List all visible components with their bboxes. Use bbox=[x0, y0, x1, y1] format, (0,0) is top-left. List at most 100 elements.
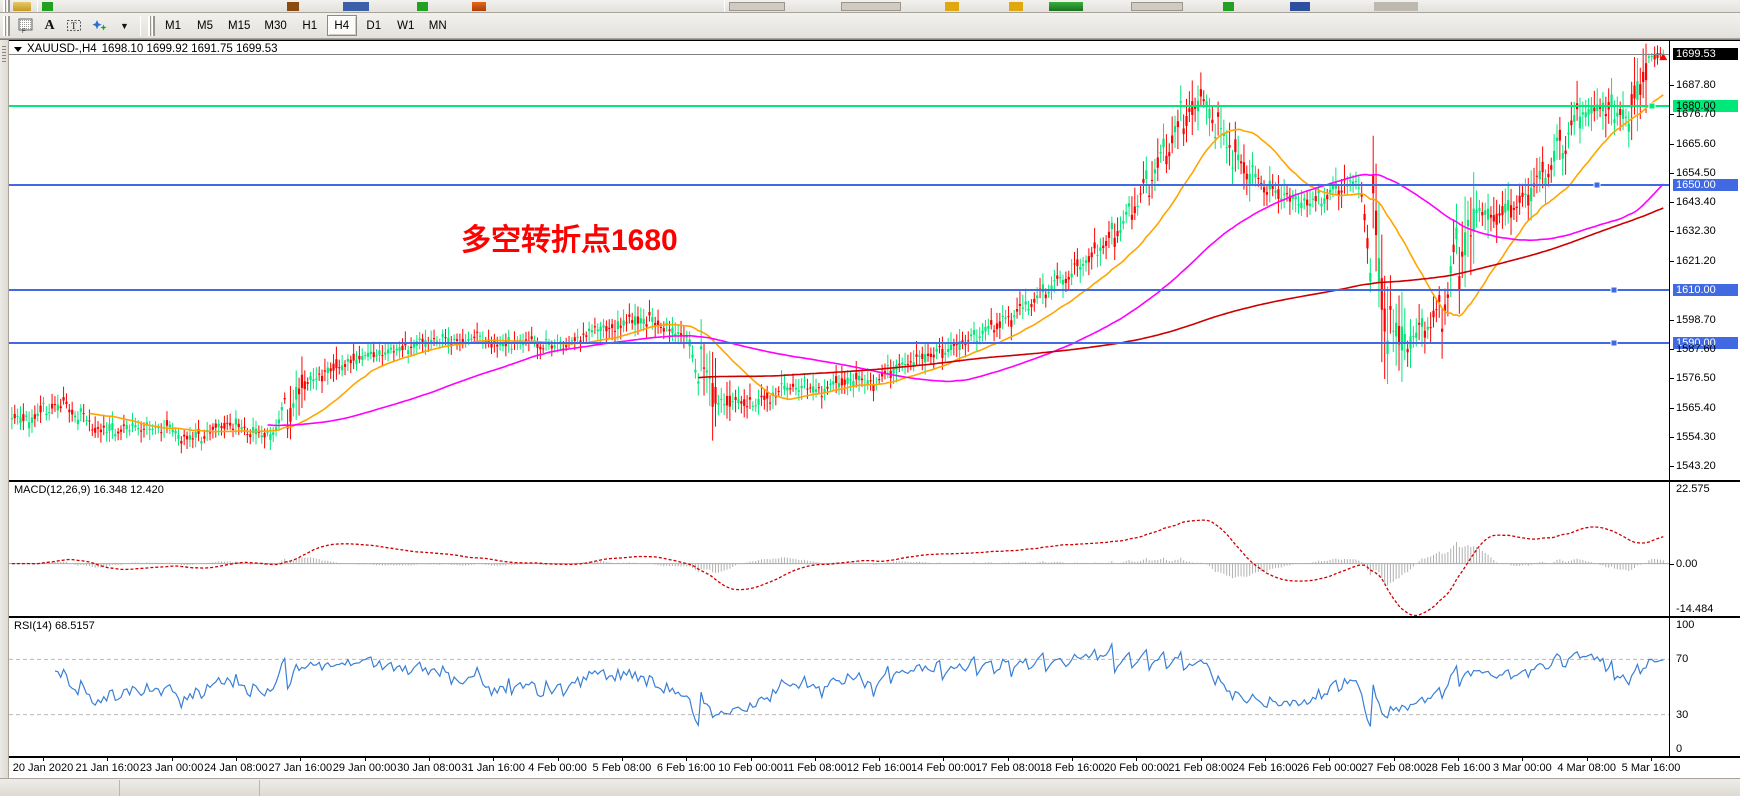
timeframe-w1[interactable]: W1 bbox=[397, 19, 415, 32]
text-tool-icon[interactable]: A bbox=[44, 17, 55, 33]
timeframe-d1[interactable]: D1 bbox=[366, 19, 382, 32]
level-handle-support-1610[interactable] bbox=[1610, 286, 1618, 294]
time-axis-label: 10 Feb 00:00 bbox=[718, 762, 783, 774]
status-cell-3 bbox=[260, 780, 1740, 796]
text-label-icon[interactable]: T bbox=[61, 15, 87, 37]
crosshair-icon[interactable]: F bbox=[13, 15, 38, 37]
rsi-axis-label: 0 bbox=[1676, 743, 1683, 755]
level-handle-resistance-1680[interactable] bbox=[1648, 102, 1656, 110]
price-axis-label: 1576.50 bbox=[1676, 372, 1716, 385]
objects-icon[interactable] bbox=[87, 15, 113, 37]
level-line-support-1650[interactable] bbox=[9, 183, 1669, 186]
price-axis-tick bbox=[1670, 407, 1674, 409]
chart-window-grip[interactable] bbox=[0, 40, 9, 796]
price-axis-tick bbox=[1670, 85, 1674, 87]
price-axis-label: 1650.00 bbox=[1673, 178, 1738, 191]
candle-chart-icon[interactable] bbox=[472, 1, 486, 11]
toolbar-grip-timeframes[interactable] bbox=[148, 15, 155, 36]
timeframe-mn[interactable]: MN bbox=[428, 19, 447, 32]
macd-axis-tick bbox=[1670, 563, 1674, 565]
time-axis-tick bbox=[1651, 758, 1652, 761]
time-axis-tick bbox=[428, 758, 430, 761]
timeframe-group[interactable]: M1 M5 M15 M30 H1 H4 D1 W1 MN bbox=[158, 15, 453, 36]
macd-svg bbox=[9, 519, 1669, 616]
window-icon[interactable] bbox=[1290, 1, 1310, 11]
macd-axis[interactable]: 22.575 0.00 -14.484 bbox=[1669, 482, 1740, 616]
misc-field[interactable] bbox=[1374, 1, 1418, 11]
macd-plot[interactable] bbox=[9, 482, 1669, 616]
timeframe-h1[interactable]: H1 bbox=[302, 19, 318, 32]
plot-area[interactable]: 多空转折点1680 XAUUSD-,H4 1698.10 1699.92 169… bbox=[9, 40, 1740, 796]
price-axis-label: 1632.30 bbox=[1676, 225, 1716, 238]
line-chart-icon[interactable] bbox=[417, 1, 428, 11]
price-axis-label: 1676.70 bbox=[1676, 108, 1716, 121]
chart-window: 多空转折点1680 XAUUSD-,H4 1698.10 1699.92 169… bbox=[0, 39, 1740, 796]
price-axis-tick bbox=[1670, 172, 1674, 174]
indicator-icon[interactable] bbox=[945, 1, 959, 11]
bar-chart-icon[interactable] bbox=[343, 1, 369, 11]
time-axis-tick bbox=[943, 758, 945, 761]
toolbar-grip-drawing[interactable] bbox=[3, 15, 10, 36]
chart-annotation-text[interactable]: 多空转折点1680 bbox=[461, 224, 678, 257]
symbol-header[interactable]: XAUUSD-,H4 1698.10 1699.92 1691.75 1699.… bbox=[14, 43, 278, 55]
level-line-support-1610[interactable] bbox=[9, 289, 1669, 292]
time-axis-tick bbox=[1072, 758, 1074, 761]
candlestick-svg bbox=[10, 43, 1668, 454]
toolbar-top-clipped[interactable] bbox=[0, 0, 1740, 13]
price-axis-tick bbox=[1670, 114, 1674, 116]
status-cell-2 bbox=[120, 779, 260, 796]
time-axis-label: 20 Feb 00:00 bbox=[1104, 762, 1169, 774]
time-axis-label: 17 Feb 08:00 bbox=[975, 762, 1041, 774]
macd-axis-label: 0.00 bbox=[1676, 557, 1698, 570]
new-chart-icon[interactable] bbox=[42, 1, 53, 11]
level-handle-support-1590[interactable] bbox=[1610, 339, 1618, 347]
chevron-down-icon[interactable]: ▼ bbox=[120, 20, 129, 31]
rsi-axis-label: 100 bbox=[1676, 619, 1695, 631]
time-axis-tick bbox=[1458, 758, 1460, 761]
folder-icon[interactable] bbox=[13, 1, 31, 11]
symbol-dropdown-icon[interactable] bbox=[14, 46, 22, 52]
add-icon[interactable] bbox=[1223, 1, 1234, 11]
level-line-resistance-1680[interactable] bbox=[9, 104, 1669, 107]
rsi-pane[interactable]: RSI(14) 68.5157 100 70 30 0 bbox=[9, 617, 1740, 757]
time-axis-label: 5 Mar 16:00 bbox=[1621, 762, 1681, 774]
svg-text:F: F bbox=[22, 29, 26, 33]
autotrade-icon[interactable] bbox=[1049, 1, 1083, 11]
pointer-icon[interactable] bbox=[287, 1, 299, 11]
period-field[interactable] bbox=[1131, 1, 1183, 11]
timeframe-m5[interactable]: M5 bbox=[197, 19, 213, 32]
time-axis-tick bbox=[814, 758, 816, 761]
template-field[interactable] bbox=[841, 1, 901, 11]
price-axis[interactable]: 1699.53 1687.80 1680.00 1676.70 1665.60 1654.… bbox=[1669, 41, 1740, 480]
price-pane[interactable]: 多空转折点1680 XAUUSD-,H4 1698.10 1699.92 169… bbox=[9, 40, 1740, 481]
rsi-axis[interactable]: 100 70 30 0 bbox=[1669, 618, 1740, 756]
time-axis-tick bbox=[557, 758, 559, 761]
expert-icon[interactable] bbox=[1009, 1, 1023, 11]
price-axis-label: 1543.20 bbox=[1676, 460, 1716, 473]
level-handle-support-1650[interactable] bbox=[1593, 181, 1601, 189]
zoom-field[interactable] bbox=[729, 1, 785, 11]
price-plot[interactable]: 多空转折点1680 bbox=[9, 41, 1669, 480]
macd-pane[interactable]: MACD(12,26,9) 16.348 12.420 22.575 0.00 -1… bbox=[9, 481, 1740, 617]
toolbar-drawing[interactable]: F A T ▼ M1 M5 M15 M30 H1 H4 D1 W1 MN bbox=[0, 13, 1740, 39]
timeframe-m1[interactable]: M1 bbox=[165, 19, 181, 32]
timeframe-m30[interactable]: M30 bbox=[264, 19, 287, 32]
toolbar-separator-2 bbox=[140, 15, 141, 36]
time-axis-label: 31 Jan 16:00 bbox=[461, 762, 526, 774]
price-axis-tick bbox=[1670, 437, 1674, 439]
level-line-support-1590[interactable] bbox=[9, 341, 1669, 344]
time-axis-tick bbox=[107, 758, 109, 761]
timeframe-m15[interactable]: M15 bbox=[228, 19, 251, 32]
rsi-plot[interactable] bbox=[9, 618, 1669, 756]
time-axis-tick bbox=[879, 758, 881, 761]
toolbar-separator bbox=[37, 0, 38, 12]
timeframe-h4[interactable]: H4 bbox=[326, 15, 357, 36]
price-axis-label: 1565.40 bbox=[1676, 401, 1716, 414]
status-cell-1 bbox=[0, 779, 120, 796]
symbol-name: XAUUSD-,H4 bbox=[27, 43, 97, 55]
rsi-title: RSI(14) 68.5157 bbox=[14, 620, 95, 632]
toolbar-grip[interactable] bbox=[3, 0, 10, 12]
rsi-axis-label: 30 bbox=[1676, 708, 1689, 721]
price-axis-label: 1687.80 bbox=[1676, 79, 1716, 92]
